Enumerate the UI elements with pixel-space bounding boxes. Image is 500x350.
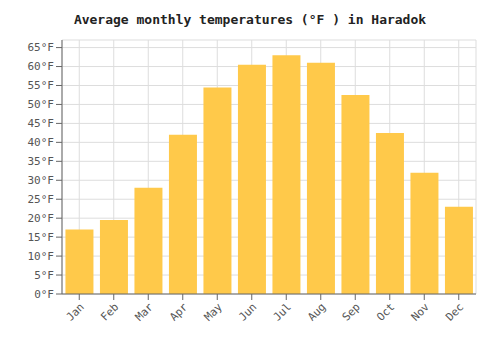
svg-text:20°F: 20°F <box>28 212 55 225</box>
svg-text:30°F: 30°F <box>28 174 55 187</box>
svg-text:Sep: Sep <box>340 300 363 323</box>
svg-text:25°F: 25°F <box>28 193 55 206</box>
svg-text:Apr: Apr <box>167 300 191 324</box>
svg-text:Dec: Dec <box>443 300 466 323</box>
svg-text:May: May <box>202 300 226 324</box>
svg-text:Aug: Aug <box>305 300 328 323</box>
svg-text:Mar: Mar <box>133 300 157 324</box>
svg-text:60°F: 60°F <box>28 60 55 73</box>
svg-text:5°F: 5°F <box>34 269 54 282</box>
svg-text:Oct: Oct <box>374 300 397 323</box>
svg-text:Nov: Nov <box>409 300 433 324</box>
svg-text:40°F: 40°F <box>28 136 55 149</box>
svg-text:Jan: Jan <box>64 300 87 323</box>
svg-text:50°F: 50°F <box>28 98 55 111</box>
svg-text:35°F: 35°F <box>28 155 55 168</box>
svg-text:15°F: 15°F <box>28 231 55 244</box>
svg-text:45°F: 45°F <box>28 117 55 130</box>
svg-text:Feb: Feb <box>98 300 121 323</box>
svg-text:55°F: 55°F <box>28 79 55 92</box>
svg-text:Jul: Jul <box>271 300 294 323</box>
svg-text:10°F: 10°F <box>28 250 55 263</box>
svg-text:Jun: Jun <box>236 300 259 323</box>
svg-text:65°F: 65°F <box>28 41 55 54</box>
html-text:Average monthly temperatures (: Average monthly temperatures (°F ) in Ha… <box>73 12 427 27</box>
svg-text:0°F: 0°F <box>34 288 54 301</box>
